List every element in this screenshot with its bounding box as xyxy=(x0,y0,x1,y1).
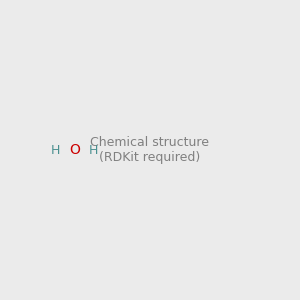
Text: Chemical structure
(RDKit required): Chemical structure (RDKit required) xyxy=(91,136,209,164)
Text: H: H xyxy=(51,143,60,157)
Text: O: O xyxy=(69,143,80,157)
Text: H: H xyxy=(88,143,98,157)
